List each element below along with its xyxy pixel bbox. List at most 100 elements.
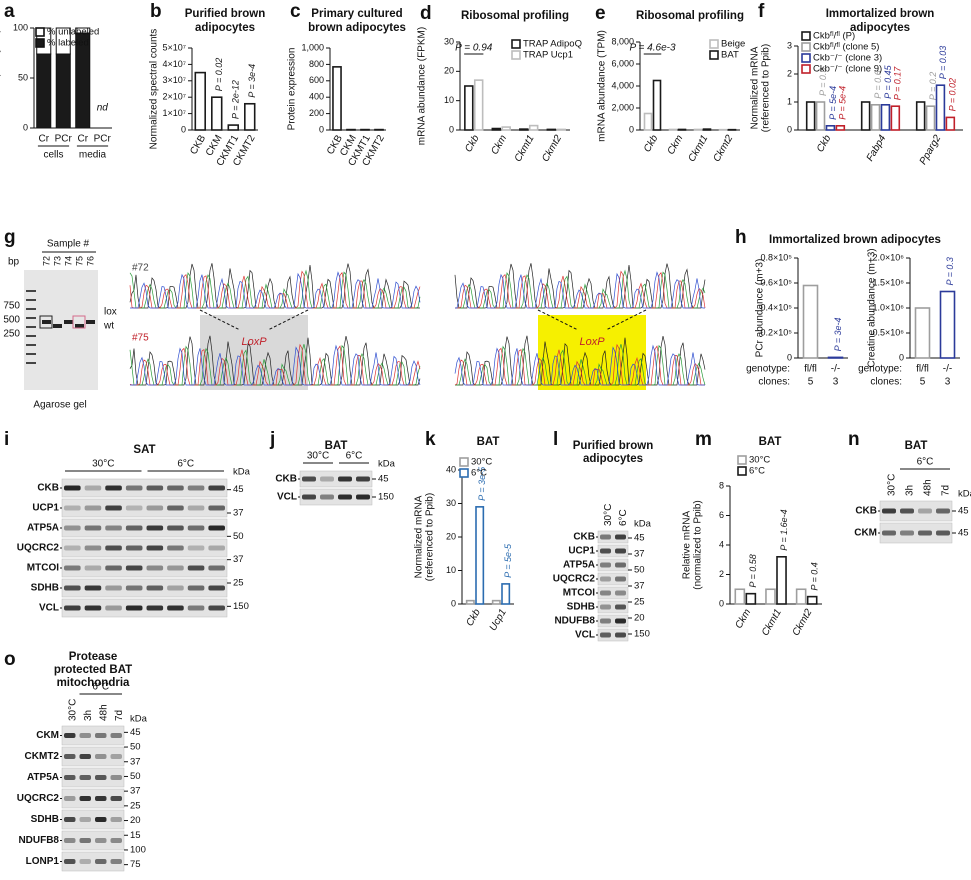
bp-marker: 250 <box>3 329 20 340</box>
y-axis-label: (normalized to Ppib) <box>693 500 704 589</box>
p-value-label: P = 0.02 <box>948 78 958 111</box>
blot-band <box>600 632 611 638</box>
row-label: CKB <box>855 506 877 517</box>
y-tick-label: 3 <box>787 40 792 50</box>
gel-caption: Agarose gel <box>33 400 86 411</box>
blot-band <box>105 485 122 491</box>
blot-band <box>167 545 184 551</box>
legend-swatch <box>35 27 45 37</box>
x-tick-label: Ckb <box>642 133 661 154</box>
row-label: CKB <box>573 532 595 543</box>
blot-band <box>105 585 122 591</box>
y-axis-label: PCr abundance (m+3) <box>755 259 766 358</box>
row-label: MTCOI <box>563 588 595 599</box>
y-tick-label: 0 <box>787 124 792 134</box>
x-tick-label: Ckmt1 <box>686 133 710 164</box>
blot-band <box>615 562 626 568</box>
legend-swatch <box>801 64 811 74</box>
connector <box>537 309 579 331</box>
bar <box>935 84 946 131</box>
ladder-band <box>26 344 36 346</box>
blot-band <box>105 505 122 511</box>
chart-title: Immortalized brown <box>826 8 935 20</box>
blot-band <box>600 548 611 554</box>
bar <box>945 116 956 131</box>
blot-band <box>600 534 611 540</box>
panel-letter: e <box>595 3 606 24</box>
lane-label: 6°C <box>618 509 629 526</box>
y-tick-label: 100 <box>13 22 28 32</box>
connector <box>267 309 309 331</box>
kda-marker: 37 <box>233 508 244 519</box>
row-label: UCP1 <box>32 503 59 514</box>
blot-band <box>167 605 184 611</box>
legend-label: % unlabeled <box>47 27 99 38</box>
x-tick-label: Ckm <box>489 133 509 156</box>
p-value-label: P = 0.45 <box>883 64 893 98</box>
x-tick-label: Ckb <box>464 607 483 628</box>
bar <box>546 128 557 131</box>
bp-marker: 500 <box>3 315 20 326</box>
connector <box>605 309 647 331</box>
row-label: ATP5A <box>563 560 595 571</box>
bar-segment <box>55 27 71 55</box>
bar <box>860 101 871 131</box>
blot-band <box>208 605 225 611</box>
blot-band <box>208 525 225 531</box>
p-value-label: P = 5e-5 <box>503 543 513 578</box>
gel-band <box>53 324 62 328</box>
kda-label: kDa <box>378 459 396 470</box>
blot-band <box>167 485 184 491</box>
kda-marker: 37 <box>130 786 141 797</box>
bar <box>765 588 776 605</box>
ladder-band <box>26 335 36 337</box>
kda-marker: 45 <box>378 474 389 485</box>
blot-band <box>105 525 122 531</box>
sequence-label: #72 <box>132 263 149 274</box>
y-tick-label: 0 <box>451 598 456 608</box>
sample-label: Sample # <box>47 239 90 250</box>
blot-band <box>84 525 102 531</box>
insert-label: LoxP <box>579 336 605 348</box>
blot-band <box>146 505 164 511</box>
y-axis-label: % labelled (methyl-d₃) <box>0 29 2 127</box>
blot-band <box>105 605 122 611</box>
bp-marker: 750 <box>3 301 20 312</box>
blot-band <box>146 545 164 551</box>
y-tick-label: 0 <box>319 124 324 134</box>
legend-swatch <box>737 455 747 465</box>
blot-band <box>110 775 122 780</box>
kda-marker: 50 <box>130 771 141 782</box>
connector <box>199 309 241 331</box>
blot-band <box>187 485 205 491</box>
legend-label: Ckb⁻/⁻ (clone 9) <box>813 64 882 75</box>
band-label: lox <box>104 307 117 318</box>
y-tick-label: 4 <box>719 539 724 549</box>
x-tick-label: Cr <box>38 134 49 145</box>
y-tick-label: 1.0×10⁶ <box>873 302 905 312</box>
blot-band <box>79 733 91 738</box>
y-tick-label: 1 <box>787 96 792 106</box>
y-tick-label: 1×10⁷ <box>162 108 186 118</box>
y-tick-label: 4,000 <box>611 80 634 90</box>
blot-band <box>615 632 626 638</box>
blot-band <box>187 585 205 591</box>
kda-marker: 37 <box>233 554 244 565</box>
y-tick-label: 400 <box>309 92 324 102</box>
legend-swatch <box>511 39 521 49</box>
legend-label: BAT <box>721 50 739 61</box>
legend-label: 6°C <box>749 466 765 477</box>
legend-swatch <box>801 53 811 63</box>
x-tick-label: -/- <box>943 364 952 375</box>
blot-band <box>64 585 81 591</box>
bar <box>668 128 678 131</box>
bar <box>925 105 936 131</box>
lane-label: 76 <box>85 256 95 266</box>
kda-marker: 45 <box>233 484 244 495</box>
bar <box>244 102 256 131</box>
blot-band <box>615 534 626 540</box>
blot-band <box>356 476 370 482</box>
gel-band <box>64 320 73 324</box>
blot-band <box>600 618 611 624</box>
legend-label: Beige <box>721 39 745 50</box>
